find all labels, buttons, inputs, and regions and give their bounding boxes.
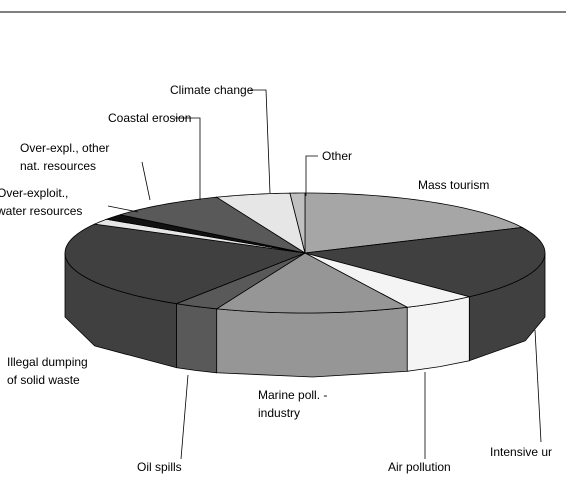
pie-slice: [304, 192, 524, 254]
pie-slice: [289, 192, 306, 254]
slice-label: Illegal dumping of solid waste: [7, 355, 88, 387]
pie-slice: [119, 196, 306, 254]
slice-label: Air pollution: [388, 460, 451, 474]
pie-slice: [215, 252, 409, 314]
pie-slice: [64, 223, 307, 305]
leader-line: [141, 161, 151, 201]
slice-label: Over-exploit., water resources: [0, 186, 82, 218]
slice-label: Coastal erosion: [108, 111, 191, 125]
slice-label: Marine poll. -industry: [258, 388, 327, 420]
pie-slice: [304, 227, 546, 298]
slice-label: Oil spills: [137, 460, 182, 474]
pie-top: [64, 192, 546, 314]
pie-slice: [174, 252, 306, 310]
leader-line: [250, 89, 271, 194]
leader-line: [180, 374, 189, 460]
slice-label: Other: [322, 149, 352, 163]
leader-line: [534, 329, 542, 443]
slice-label: Intensive ur: [490, 445, 552, 459]
pie-slice: [304, 252, 470, 308]
pie-wall: [406, 296, 470, 372]
slice-label: Mass tourism: [418, 178, 489, 192]
labels: Mass tourism Intensive ur Air pollution Mar…: [0, 83, 552, 474]
slice-label: Over-expl., other nat. resources: [20, 141, 109, 173]
leader-line: [305, 155, 318, 196]
leader-line: [107, 205, 139, 213]
pie-slice: [215, 192, 306, 254]
pie-walls: [64, 252, 546, 378]
pie-wall: [216, 306, 408, 378]
leader-line: [174, 117, 201, 200]
slice-label: Climate change: [170, 83, 254, 97]
pie-wall: [176, 303, 218, 374]
